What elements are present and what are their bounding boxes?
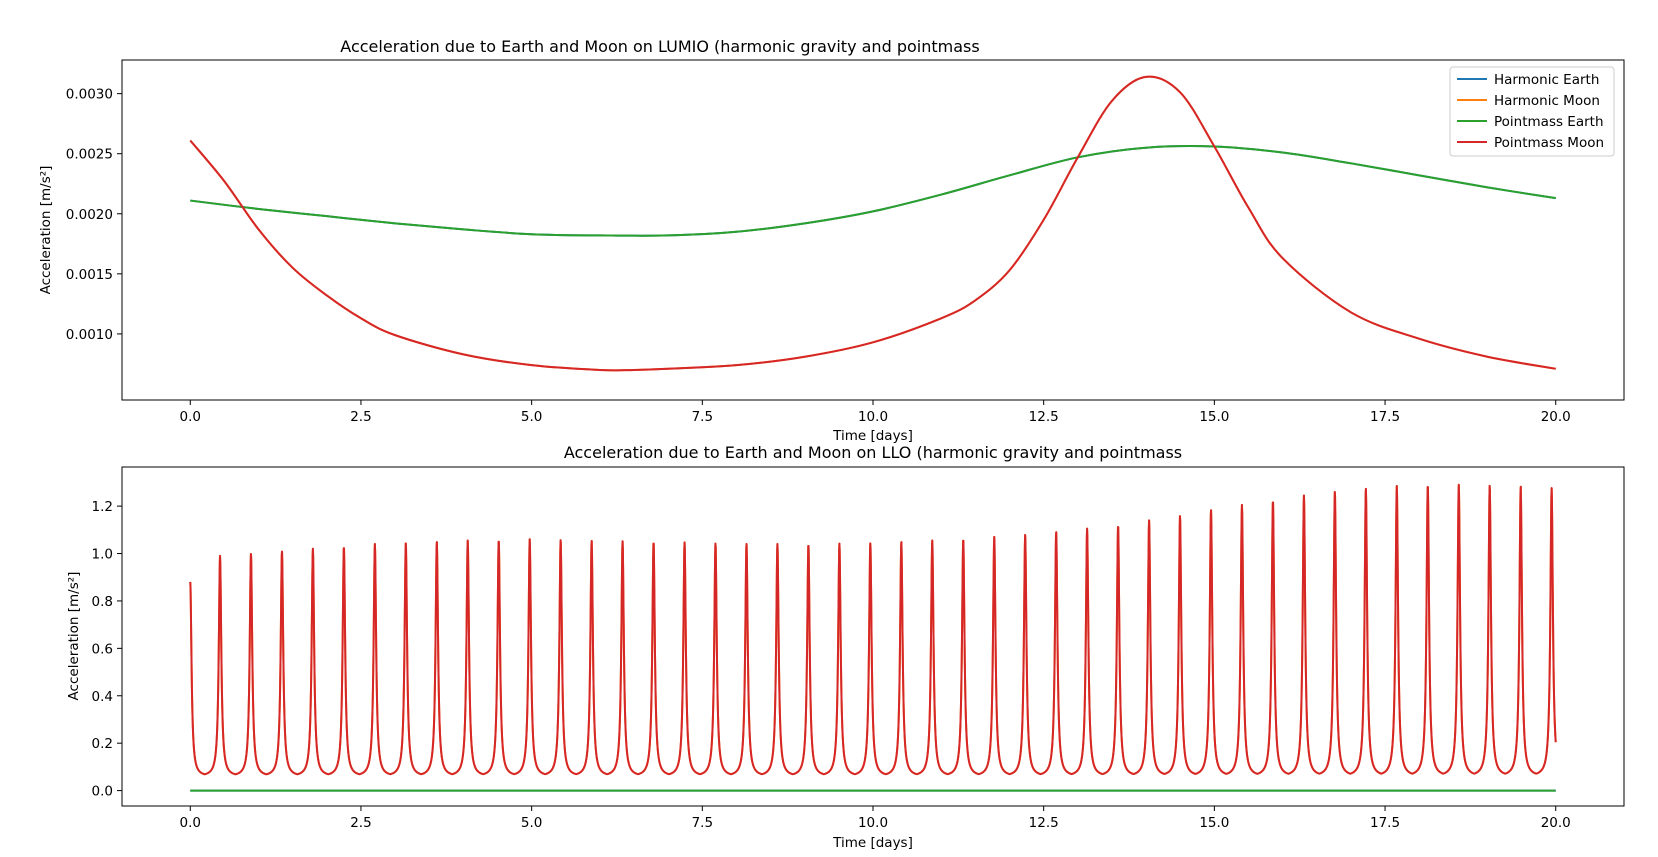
lumio-y-tick-label: 0.0030 [66,87,113,103]
legend-label-pointmass-moon: Pointmass Moon [1494,135,1604,151]
llo-x-tick-label: 20.0 [1541,815,1571,831]
lumio-x-tick-label: 2.5 [350,409,371,425]
llo-series-pointmass-moon [189,483,1557,776]
lumio-x-tick-label: 12.5 [1029,409,1059,425]
lumio-x-tick-label: 5.0 [521,409,542,425]
llo-y-tick-label: 0.0 [92,784,113,800]
llo-y-tick-label: 0.6 [92,641,113,657]
legend-box [1449,66,1615,157]
llo-x-tick-label: 5.0 [521,815,542,831]
llo-x-tick-label: 10.0 [858,815,888,831]
llo-x-tick-label: 0.0 [180,815,201,831]
llo-y-axis-label: Acceleration [m/s²] [66,572,82,701]
llo-x-tick-label: 2.5 [350,815,371,831]
legend-label-harmonic-earth: Harmonic Earth [1494,72,1599,88]
lumio-x-axis-label: Time [days] [832,428,913,444]
lumio-y-ticks: 0.0010 0.0015 0.0020 0.0025 0.0030 [66,87,122,343]
lumio-x-tick-label: 15.0 [1199,409,1229,425]
llo-x-ticks: 0.0 2.5 5.0 7.5 10.0 12.5 15.0 17.5 20.0 [180,806,1571,831]
lumio-series-pointmass-moon [189,75,1556,372]
lumio-legend: Harmonic Earth Harmonic Moon Pointmass E… [1449,66,1615,157]
llo-y-tick-label: 1.2 [92,499,113,515]
lumio-chart-title: Acceleration due to Earth and Moon on LU… [340,37,979,56]
llo-chart-title: Acceleration due to Earth and Moon on LL… [564,443,1182,462]
lumio-x-tick-label: 17.5 [1370,409,1400,425]
lumio-series-group [189,75,1556,372]
lumio-x-ticks: 0.0 2.5 5.0 7.5 10.0 12.5 15.0 17.5 20.0 [180,400,1571,425]
llo-y-tick-label: 0.4 [92,689,113,705]
lumio-y-tick-label: 0.0020 [66,207,113,223]
lumio-series-pointmass-earth [190,145,1556,237]
lumio-x-tick-label: 20.0 [1541,409,1571,425]
llo-x-tick-label: 17.5 [1370,815,1400,831]
llo-x-tick-label: 15.0 [1199,815,1229,831]
lumio-x-tick-label: 7.5 [692,409,713,425]
legend-label-harmonic-moon: Harmonic Moon [1494,93,1600,109]
llo-y-tick-label: 1.0 [92,547,113,563]
lumio-x-tick-label: 10.0 [858,409,888,425]
lumio-y-axis-label: Acceleration [m/s²] [38,166,54,295]
llo-chart: Acceleration due to Earth and Moon on LL… [66,443,1625,851]
lumio-chart: Acceleration due to Earth and Moon on LU… [38,37,1625,444]
llo-x-tick-label: 12.5 [1029,815,1059,831]
llo-y-ticks: 0.0 0.2 0.4 0.6 0.8 1.0 1.2 [92,499,122,800]
lumio-y-tick-label: 0.0010 [66,327,113,343]
lumio-x-tick-label: 0.0 [180,409,201,425]
llo-y-tick-label: 0.2 [92,736,113,752]
legend-label-pointmass-earth: Pointmass Earth [1494,114,1604,130]
llo-y-tick-label: 0.8 [92,594,113,610]
llo-x-axis-label: Time [days] [832,835,913,851]
llo-x-tick-label: 7.5 [692,815,713,831]
lumio-y-tick-label: 0.0015 [66,267,113,283]
llo-series-group [189,483,1557,792]
lumio-y-tick-label: 0.0025 [66,147,113,163]
